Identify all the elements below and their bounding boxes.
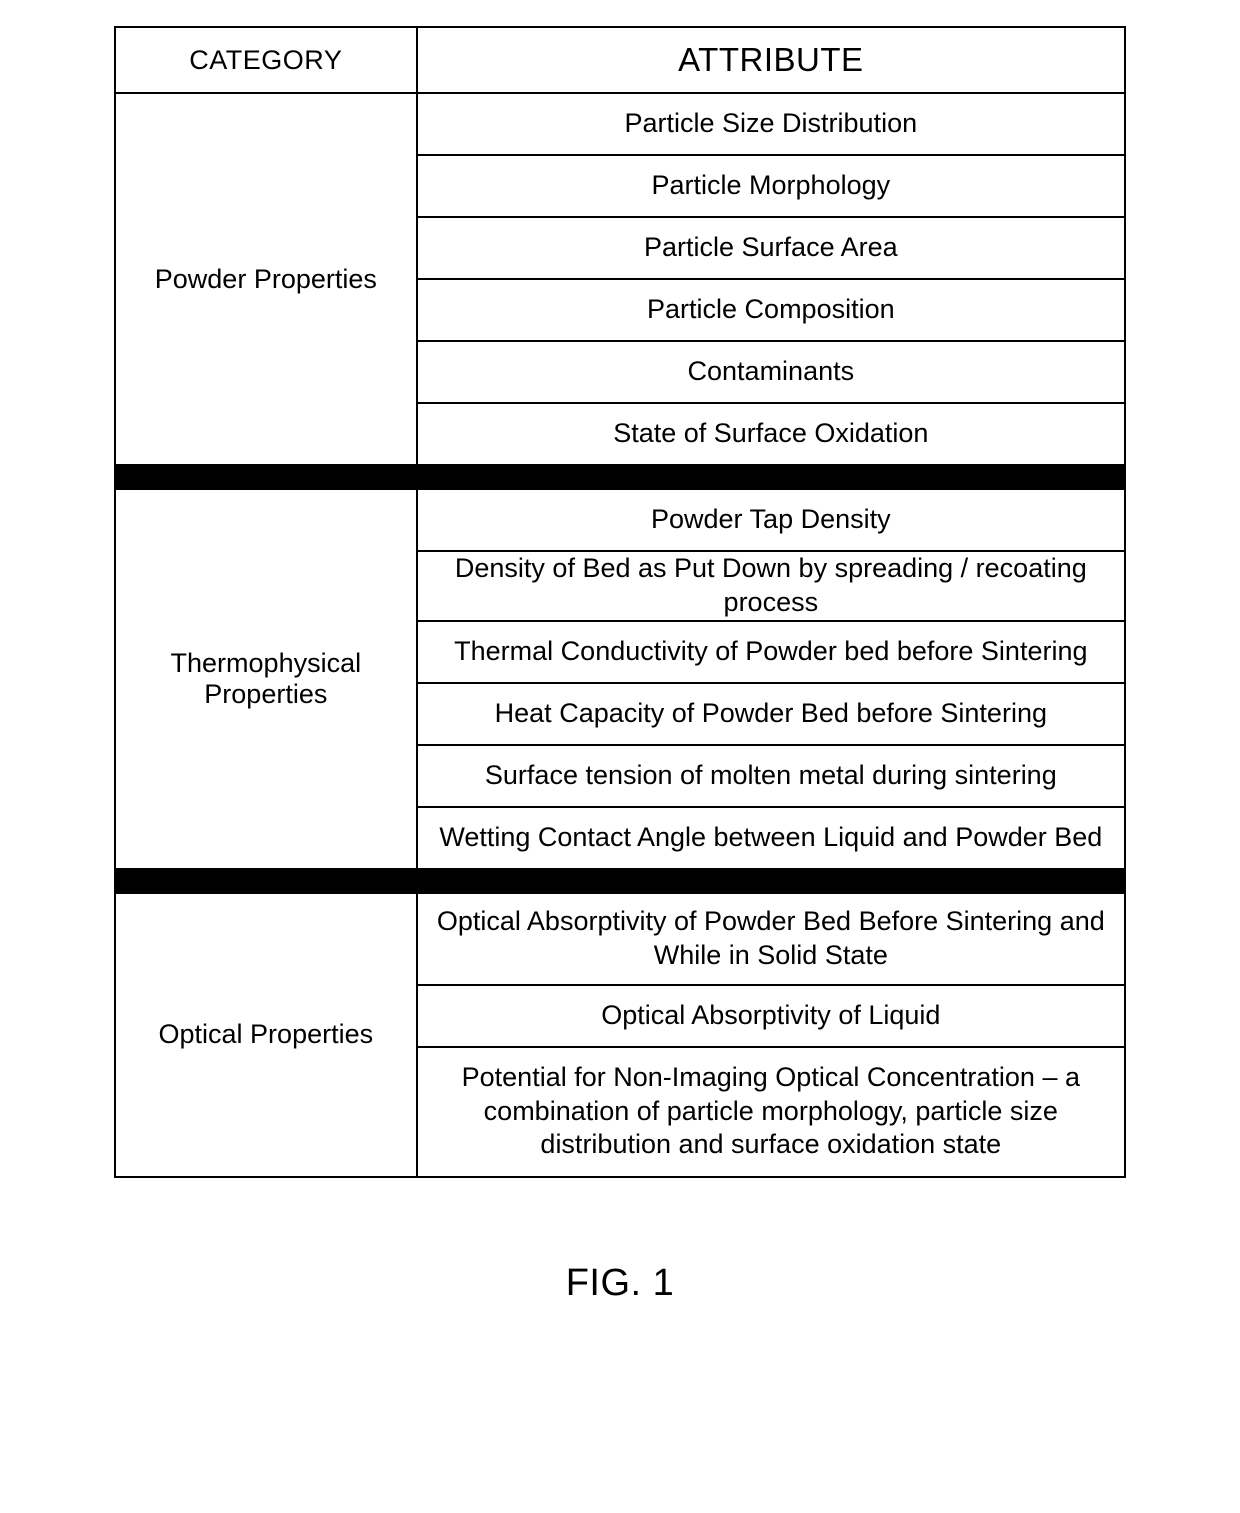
attribute-cell: State of Surface Oxidation — [417, 403, 1125, 465]
table-row: Thermophysical Properties Powder Tap Den… — [115, 489, 1125, 551]
attribute-cell: Particle Morphology — [417, 155, 1125, 217]
properties-table: CATEGORY ATTRIBUTE Powder Properties Par… — [114, 26, 1126, 1178]
category-thermophysical: Thermophysical Properties — [115, 489, 417, 869]
section-separator — [115, 869, 1125, 893]
table-header-row: CATEGORY ATTRIBUTE — [115, 27, 1125, 93]
attribute-cell: Thermal Conductivity of Powder bed befor… — [417, 621, 1125, 683]
attribute-cell: Surface tension of molten metal during s… — [417, 745, 1125, 807]
attribute-cell: Particle Size Distribution — [417, 93, 1125, 155]
category-powder: Powder Properties — [115, 93, 417, 465]
header-attribute: ATTRIBUTE — [417, 27, 1125, 93]
header-category: CATEGORY — [115, 27, 417, 93]
attribute-cell: Powder Tap Density — [417, 489, 1125, 551]
attribute-cell: Contaminants — [417, 341, 1125, 403]
attribute-cell: Heat Capacity of Powder Bed before Sinte… — [417, 683, 1125, 745]
attribute-cell: Wetting Contact Angle between Liquid and… — [417, 807, 1125, 869]
attribute-cell: Optical Absorptivity of Powder Bed Befor… — [417, 893, 1125, 985]
table-row: Optical Properties Optical Absorptivity … — [115, 893, 1125, 985]
section-separator — [115, 465, 1125, 489]
attribute-cell: Density of Bed as Put Down by spreading … — [417, 551, 1125, 621]
attribute-cell: Particle Composition — [417, 279, 1125, 341]
category-optical: Optical Properties — [115, 893, 417, 1177]
figure-caption: FIG. 1 — [114, 1262, 1126, 1305]
attribute-cell: Potential for Non-Imaging Optical Concen… — [417, 1047, 1125, 1177]
attribute-cell: Particle Surface Area — [417, 217, 1125, 279]
attribute-cell: Optical Absorptivity of Liquid — [417, 985, 1125, 1047]
table-row: Powder Properties Particle Size Distribu… — [115, 93, 1125, 155]
